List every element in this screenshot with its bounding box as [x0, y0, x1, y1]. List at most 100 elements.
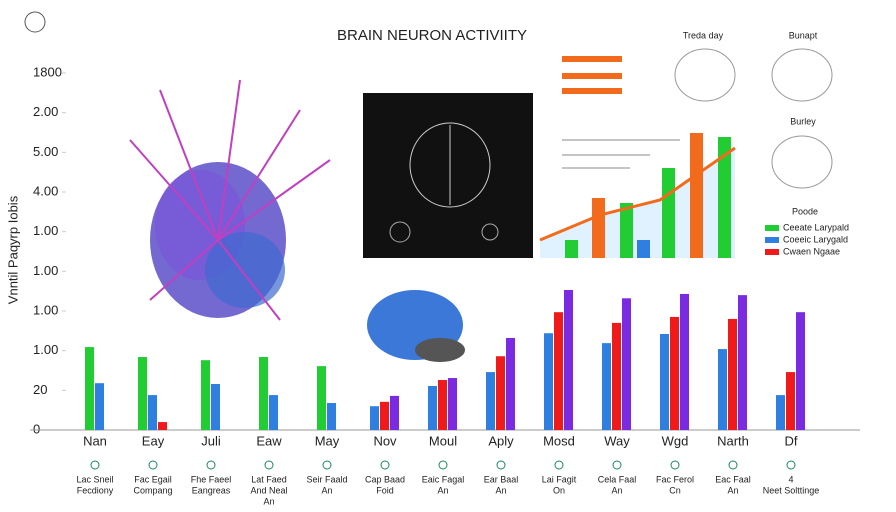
category-icon: [554, 460, 564, 470]
category-sublabel: On: [553, 485, 565, 495]
bar: [158, 422, 167, 430]
bar: [680, 293, 689, 430]
bar: [327, 403, 336, 430]
category-icon: [670, 460, 680, 470]
category-icon: [612, 460, 622, 470]
category-sublabel: And Neal: [250, 485, 287, 495]
bar: [486, 372, 495, 430]
legend-swatch: [765, 225, 779, 231]
category-icon: [148, 460, 158, 470]
y-axis-label: Vnntil Paqyrp Iobis: [5, 195, 20, 304]
bar: [506, 337, 515, 430]
category-icon: [264, 460, 274, 470]
bar: [602, 343, 611, 430]
bar: [776, 395, 785, 430]
y-tick-label: 5.00: [33, 144, 58, 159]
x-tick-label: Way: [604, 433, 630, 448]
bar: [796, 312, 805, 430]
category-sublabel: Fhe Faeel: [191, 474, 232, 484]
bar: [95, 383, 104, 430]
category-icon: [496, 460, 506, 470]
x-tick-label: Mosd: [543, 433, 575, 448]
y-tick-label: 0: [33, 421, 40, 436]
x-tick-label: Moul: [429, 433, 457, 448]
bar: [148, 395, 157, 430]
category-sublabel: Fecdiony: [77, 485, 114, 495]
y-tick-label: 2.00: [33, 104, 58, 119]
x-tick-label: Nan: [83, 433, 107, 448]
category-sublabel: Fac Ferol: [656, 474, 694, 484]
bar: [564, 289, 573, 430]
x-tick-label: Eay: [142, 433, 165, 448]
category-icon: [728, 460, 738, 470]
bar: [554, 312, 563, 430]
brain-sketches: [674, 48, 833, 189]
x-tick-label: Wgd: [662, 433, 689, 448]
bar: [438, 380, 447, 430]
category-sublabel: Ear Baal: [484, 474, 519, 484]
category-sublabel: Eaic Fagal: [422, 474, 465, 484]
bar: [670, 316, 679, 430]
category-sublabel: An: [263, 496, 274, 506]
x-tick-label: Nov: [373, 433, 397, 448]
bar: [728, 318, 737, 430]
legend-label: Coeeic Larygald: [783, 234, 848, 244]
bar: [496, 356, 505, 430]
category-icon: [206, 460, 216, 470]
brain-illustration: [24, 11, 331, 321]
bar: [428, 385, 437, 430]
category-sublabel: An: [321, 485, 332, 495]
category-sublabel: Lac Sneil: [76, 474, 113, 484]
category-sublabel: 4: [788, 474, 793, 484]
category-sublabel: Lai Fagit: [542, 474, 577, 484]
brain-small: [367, 290, 465, 362]
category-sublabel: Neet Solttinge: [763, 485, 820, 495]
bar: [380, 401, 389, 430]
x-tick-label: Eaw: [256, 433, 282, 448]
category-sublabel: Eac Faal: [715, 474, 751, 484]
y-tick-label: 1.00: [33, 263, 58, 278]
category-sublabel: Fac Egail: [134, 474, 172, 484]
bar: [138, 357, 147, 430]
x-tick-label: Juli: [201, 433, 221, 448]
category-icon: [438, 460, 448, 470]
bar: [85, 347, 94, 430]
category-sublabel: An: [437, 485, 448, 495]
y-tick-label: 1.00: [33, 302, 58, 317]
category-sublabel: Foid: [376, 485, 394, 495]
x-tick-label: Narth: [717, 433, 749, 448]
category-icon: [786, 460, 796, 470]
category-sublabel: Eangreas: [192, 485, 231, 495]
chart-title: BRAIN NEURON ACTIVIITY: [337, 27, 527, 44]
inset-chart: [539, 56, 736, 258]
y-tick-label: 4.00: [33, 183, 58, 198]
legend-swatch: [765, 237, 779, 243]
legend-label: Ceeate Larypald: [783, 222, 849, 232]
bar: [718, 349, 727, 430]
category-icon: [90, 460, 100, 470]
category-sublabel: Cela Faal: [598, 474, 637, 484]
y-tick-label: 1.00: [33, 342, 58, 357]
category-sublabel: Cap Baad: [365, 474, 405, 484]
x-tick-label: May: [315, 433, 340, 448]
panel-label: Burley: [790, 116, 816, 126]
bar: [622, 298, 631, 430]
category-icon: [322, 460, 332, 470]
y-tick-label: 1800: [33, 64, 62, 79]
bar: [201, 360, 210, 430]
category-sublabel: An: [611, 485, 622, 495]
panel-label: Treda day: [683, 30, 724, 40]
bar: [786, 372, 795, 430]
bar: [448, 378, 457, 430]
bar: [211, 383, 220, 430]
category-sublabel: Compang: [133, 485, 172, 495]
x-tick-label: Df: [785, 433, 798, 448]
bar: [317, 366, 326, 430]
bar: [612, 322, 621, 430]
bar: [370, 406, 379, 430]
bar: [738, 295, 747, 430]
category-sublabel: An: [495, 485, 506, 495]
category-sublabel: An: [727, 485, 738, 495]
